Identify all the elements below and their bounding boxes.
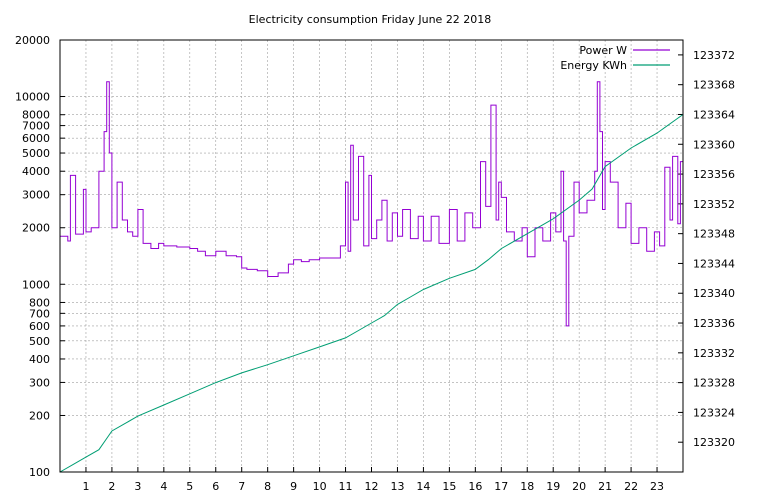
chart-title: Electricity consumption Friday June 22 2… xyxy=(249,13,492,26)
y-left-tick-label: 2000 xyxy=(22,222,50,235)
legend-label: Energy KWh xyxy=(560,59,627,72)
x-tick-label: 17 xyxy=(494,480,508,493)
y-left-tick-label: 10000 xyxy=(15,91,50,104)
x-tick-label: 7 xyxy=(238,480,245,493)
y-right-tick-label: 123368 xyxy=(693,79,735,92)
x-tick-label: 22 xyxy=(624,480,638,493)
y-left-tick-label: 5000 xyxy=(22,147,50,160)
y-left-tick-label: 8000 xyxy=(22,109,50,122)
y-right-tick-label: 123336 xyxy=(693,317,735,330)
x-tick-label: 23 xyxy=(650,480,664,493)
y-left-tick-label: 600 xyxy=(29,320,50,333)
y-left-tick-label: 200 xyxy=(29,409,50,422)
x-tick-label: 6 xyxy=(212,480,219,493)
y-left-tick-label: 700 xyxy=(29,307,50,320)
x-tick-label: 13 xyxy=(390,480,404,493)
x-tick-label: 10 xyxy=(313,480,327,493)
y-left-tick-label: 4000 xyxy=(22,165,50,178)
y-right-tick-label: 123360 xyxy=(693,138,735,151)
x-tick-label: 5 xyxy=(186,480,193,493)
y-right-tick-label: 123344 xyxy=(693,257,735,270)
y-left-tick-label: 500 xyxy=(29,335,50,348)
grid xyxy=(60,39,683,473)
legend-label: Power W xyxy=(579,44,627,57)
x-tick-label: 3 xyxy=(134,480,141,493)
y-left-tick-label: 400 xyxy=(29,353,50,366)
x-tick-label: 20 xyxy=(572,480,586,493)
x-tick-label: 8 xyxy=(264,480,271,493)
x-tick-label: 4 xyxy=(160,480,167,493)
series-line-energy xyxy=(59,114,684,473)
y-right-tick-label: 123364 xyxy=(693,108,735,121)
series xyxy=(59,81,684,473)
y-left-tick-label: 300 xyxy=(29,376,50,389)
y-left-tick-label: 1000 xyxy=(22,278,50,291)
y-left-tick-label: 6000 xyxy=(22,132,50,145)
y-right-tick-label: 123340 xyxy=(693,287,735,300)
x-tick-label: 1 xyxy=(82,480,89,493)
x-tick-label: 9 xyxy=(290,480,297,493)
y-right-tick-label: 123324 xyxy=(693,406,735,419)
x-tick-label: 14 xyxy=(416,480,430,493)
y-left-tick-label: 800 xyxy=(29,296,50,309)
y-right-tick-label: 123348 xyxy=(693,228,735,241)
y-right-tick-label: 123372 xyxy=(693,49,735,62)
x-tick-label: 2 xyxy=(108,480,115,493)
y-left-tick-label: 7000 xyxy=(22,120,50,133)
x-tick-label: 18 xyxy=(520,480,534,493)
x-tick-label: 15 xyxy=(442,480,456,493)
y-right-axis-ticks: 123372 123368 123364 123360 123356 123352 1233… xyxy=(678,49,735,449)
legend: Power W Energy KWh xyxy=(560,44,670,72)
y-left-tick-label: 20000 xyxy=(15,34,50,47)
y-right-tick-label: 123328 xyxy=(693,377,735,390)
x-tick-label: 11 xyxy=(339,480,353,493)
y-right-tick-label: 123332 xyxy=(693,347,735,360)
series-line-power xyxy=(60,81,683,327)
y-left-tick-label: 3000 xyxy=(22,189,50,202)
x-axis-ticks: 1 2 3 4 5 6 7 8 9 10 11 12 13 14 15 16 17 18 19 20 21 22 23 xyxy=(82,467,664,493)
plot-frame xyxy=(59,39,684,473)
y-right-tick-label: 123320 xyxy=(693,436,735,449)
y-right-tick-label: 123352 xyxy=(693,198,735,211)
x-tick-label: 16 xyxy=(468,480,482,493)
x-tick-label: 21 xyxy=(598,480,612,493)
y-right-tick-label: 123356 xyxy=(693,168,735,181)
x-tick-label: 19 xyxy=(546,480,560,493)
y-left-tick-label: 100 xyxy=(29,466,50,479)
x-tick-label: 12 xyxy=(365,480,379,493)
